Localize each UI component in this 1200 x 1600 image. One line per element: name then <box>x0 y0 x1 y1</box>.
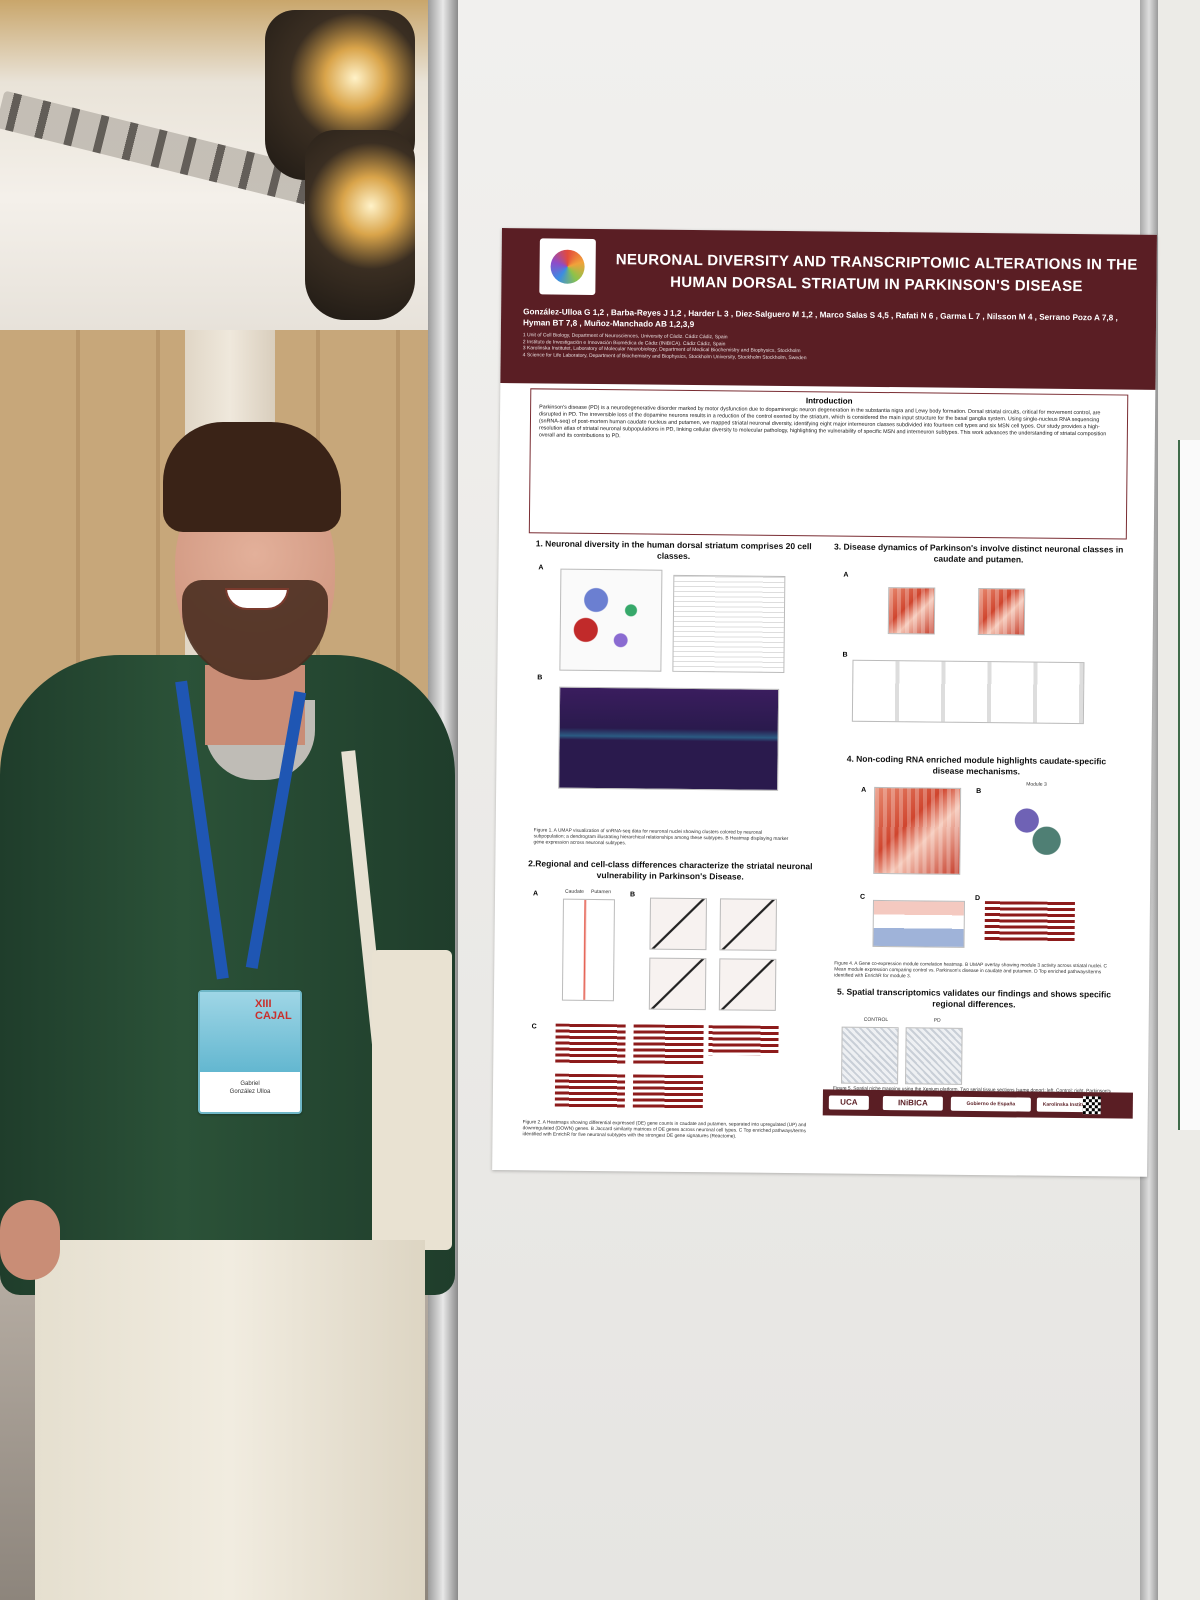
scientific-poster: NEURONAL DIVERSITY AND TRANSCRIPTOMIC AL… <box>492 228 1157 1177</box>
fig4-module-expression <box>872 899 965 948</box>
fig5-spatial-pd <box>905 1027 963 1085</box>
footer-logo-inibica: INiBICA <box>882 1096 943 1111</box>
footer-logo-government: Gobierno de España <box>950 1096 1031 1112</box>
section-5-title: 5. Spatial transcriptomics validates our… <box>836 986 1112 1010</box>
fig2-jaccard-4 <box>718 958 777 1011</box>
fig1-marker-heatmap <box>558 686 780 791</box>
section-1-title: 1. Neuronal diversity in the human dorsa… <box>535 538 812 561</box>
fig2-jaccard-3 <box>648 957 707 1011</box>
section-4-title: 4. Non-coding RNA enriched module highli… <box>846 753 1107 777</box>
tree-logo-icon <box>550 249 585 284</box>
footer-logo-uca: UCA <box>828 1095 869 1110</box>
fig2-letter-b: B <box>629 891 636 899</box>
poster-affiliations: 1 Unit of Cell Biology, Department of Ne… <box>522 332 807 361</box>
section-3-title: 3. Disease dynamics of Parkinson's invol… <box>834 541 1124 565</box>
fig5-label-control: CONTROL <box>863 1016 889 1024</box>
poster-header: NEURONAL DIVERSITY AND TRANSCRIPTOMIC AL… <box>500 228 1157 390</box>
fig3-enrichment-curves <box>851 659 1085 725</box>
introduction-box: Introduction Parkinson's disease (PD) is… <box>528 388 1129 540</box>
fig2-letter-a: A <box>532 890 539 898</box>
qr-code-icon <box>1082 1096 1101 1115</box>
fig2-pathway-bars-3 <box>708 1025 779 1056</box>
adjacent-poster-board <box>1158 0 1200 1600</box>
lamp-shade-lower <box>305 130 415 320</box>
fig3-letter-a: A <box>843 571 849 579</box>
fig2-label-caudate: Caudate <box>565 888 584 895</box>
fig1-letter-a: A <box>538 564 544 572</box>
section-2-title: 2.Regional and cell-class differences ch… <box>528 858 813 882</box>
fig4-module-umap <box>990 788 1072 869</box>
beige-trousers <box>35 1240 425 1600</box>
fig1-caption: Figure 1. A UMAP visualization of snRNA-… <box>533 828 789 847</box>
pendant-lamp <box>265 0 420 320</box>
fig2-label-putamen: Putamen <box>591 888 612 896</box>
fig4-letter-d: D <box>974 894 981 903</box>
poster-authors: González-Ulloa G 1,2 , Barba-Reyes J 1,2… <box>522 307 1118 330</box>
fig4-label-module: Module 3 <box>1026 781 1047 788</box>
fig5-spatial-control <box>841 1026 899 1085</box>
name-badge: XIII CAJAL Gabriel González Ulloa <box>198 990 302 1114</box>
fig2-pathway-bars-1 <box>555 1023 626 1065</box>
fig2-pathway-bars-2 <box>633 1024 704 1066</box>
fig4-letter-a: A <box>861 786 867 794</box>
tote-bag <box>372 950 452 1250</box>
hair <box>163 422 341 532</box>
badge-name: Gabriel González Ulloa <box>229 1081 271 1095</box>
poster-title: NEURONAL DIVERSITY AND TRANSCRIPTOMIC AL… <box>615 251 1138 296</box>
introduction-text: Parkinson's disease (PD) is a neurodegen… <box>538 404 1107 440</box>
fig4-caption: Figure 4. A Gene co-expression module co… <box>834 961 1107 980</box>
fig4-module-heatmap <box>873 786 962 875</box>
fig4-pathway-bars <box>984 901 1075 943</box>
presenter: XIII CAJAL Gabriel González Ulloa <box>0 410 470 1600</box>
fig2-jaccard-1 <box>649 897 707 951</box>
fig2-de-heatmap <box>561 898 615 1002</box>
fig4-letter-b: B <box>976 787 982 796</box>
fig2-pathway-bars-5 <box>632 1074 704 1111</box>
adjacent-poster-edge <box>1178 440 1200 1130</box>
fig2-caption: Figure 2. A Heatmaps showing differentia… <box>522 1120 807 1140</box>
fig2-pathway-bars-4 <box>554 1073 626 1110</box>
badge-artwork <box>200 992 300 1072</box>
fig1-dendrogram <box>672 574 786 673</box>
fig2-jaccard-2 <box>719 898 777 951</box>
fig3-correlation-caudate <box>887 587 936 635</box>
fig3-correlation-putamen <box>977 588 1026 636</box>
badge-event-logo: XIII CAJAL <box>255 998 292 1022</box>
fig1-umap <box>559 568 663 672</box>
fig3-letter-b: B <box>842 651 848 659</box>
fig5-label-pd: PD <box>933 1017 941 1024</box>
fig2-letter-c: C <box>531 1023 537 1031</box>
hand <box>0 1200 60 1280</box>
poster-logo <box>539 238 596 295</box>
fig4-letter-c: C <box>859 893 866 901</box>
fig1-letter-b: B <box>537 674 543 682</box>
